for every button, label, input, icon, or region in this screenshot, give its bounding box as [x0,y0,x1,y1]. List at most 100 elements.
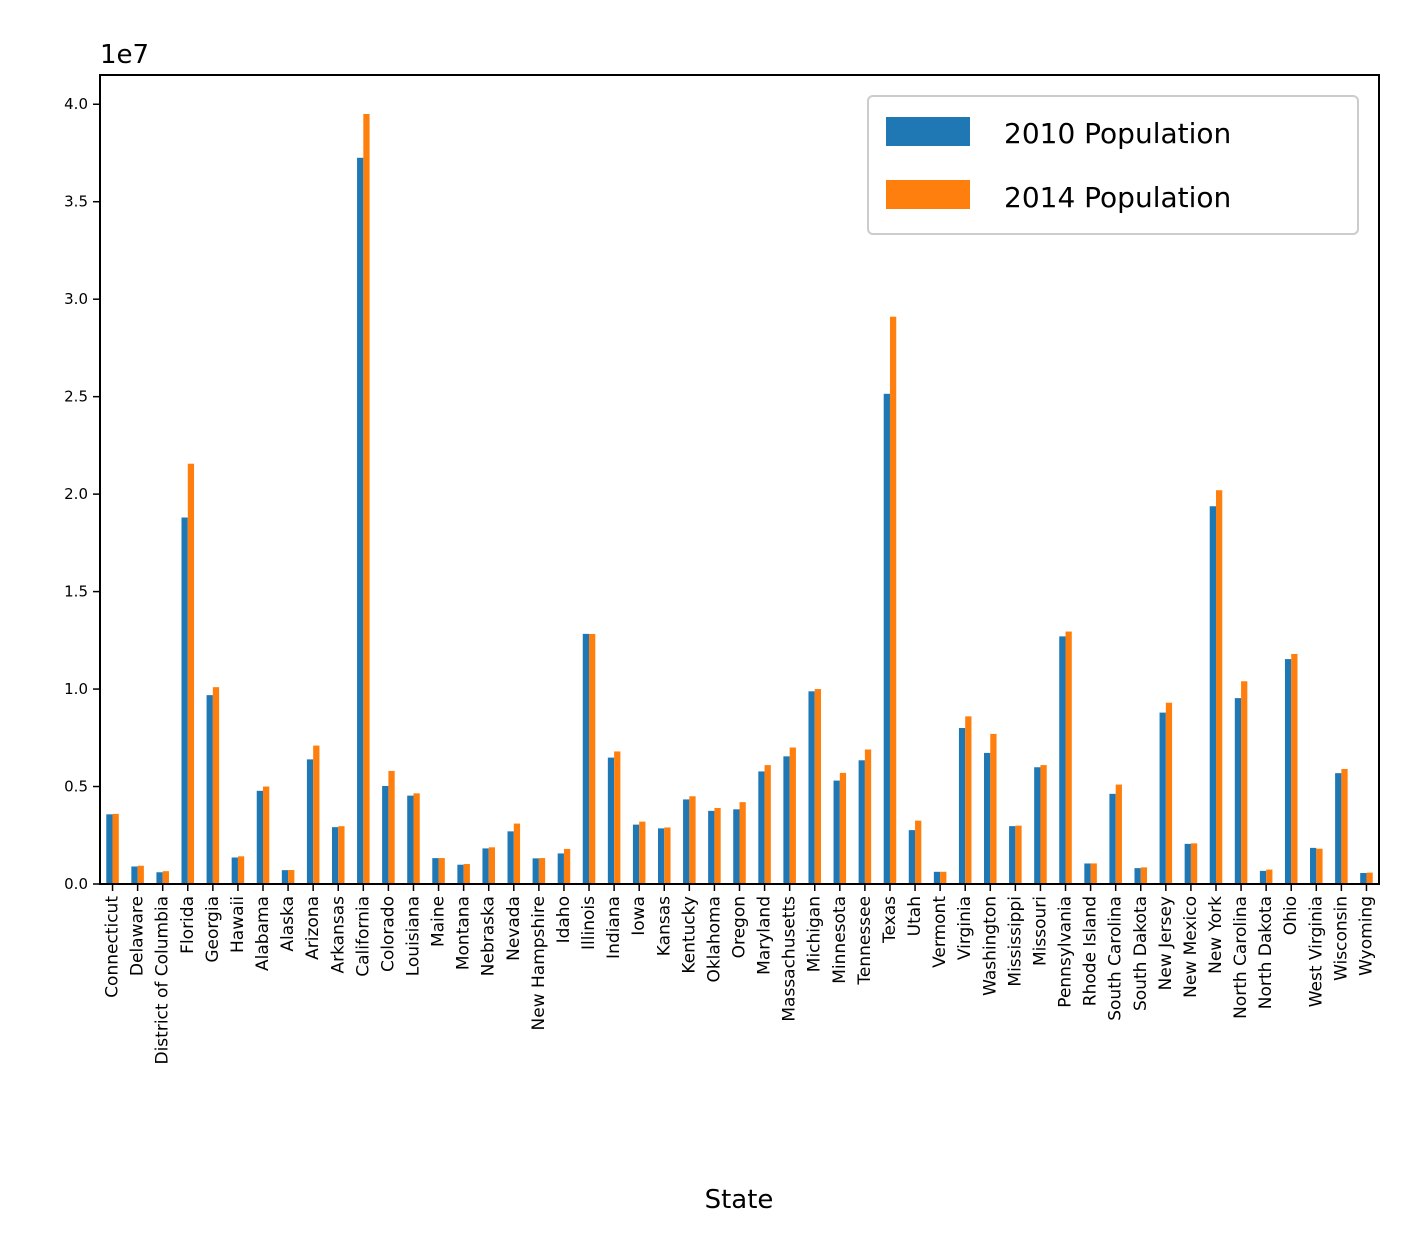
x-tick-label-alabama: Alabama [253,896,273,971]
x-tick-label-wyoming: Wyoming [1356,896,1376,976]
bar-2010-population-north-dakota [1259,870,1267,884]
bar-2010-population-alabama [256,790,264,884]
x-tick-label-north-carolina: North Carolina [1231,896,1251,1019]
bar-2010-population-south-dakota [1134,868,1141,884]
x-tick-label-north-dakota: North Dakota [1256,896,1276,1009]
bar-2014-population-montana [463,864,470,884]
y-axis: 0.0 0.5 1.0 1.5 2.0 2.5 3.0 3.5 4.0 [64,95,100,893]
x-tick-label-colorado: Colorado [378,896,398,972]
bar-2014-population-arizona [313,745,320,884]
bar-2010-population-massachusetts [783,756,790,884]
x-tick-label-kentucky: Kentucky [679,896,699,974]
y-tick-label: 1.0 [64,680,88,698]
bar-2014-population-washington [990,733,997,884]
y-tick-label: 4.0 [64,95,88,113]
x-tick-label-florida: Florida [178,896,198,954]
x-tick-label-virginia: Virginia [955,896,975,960]
x-tick-label-mississippi: Mississippi [1005,896,1025,987]
x-tick-label-iowa: Iowa [629,896,649,936]
bar-2010-population-indiana [607,757,615,884]
x-tick-label-texas: Texas [880,896,900,944]
bar-2010-population-utah [908,830,916,884]
bar-2010-population-alaska [281,870,289,884]
bar-2010-population-maine [432,858,439,884]
bar-2014-population-hawaii [237,856,245,884]
x-tick-label-nevada: Nevada [504,896,524,961]
bar-2014-population-arkansas [338,826,345,884]
bar-2014-population-vermont [940,871,947,884]
y-tick-label: 2.0 [64,485,88,503]
legend-label-2010-population: 2010 Population [1004,117,1231,150]
x-tick-label-missouri: Missouri [1030,896,1050,966]
legend: 2010 Population 2014 Population [867,95,1359,235]
x-tick-label-michigan: Michigan [805,896,825,972]
bar-2010-population-oregon [733,809,740,884]
bar-2010-population-oklahoma [708,810,715,884]
bar-2014-population-iowa [639,821,646,884]
bar-2010-population-michigan [808,691,815,884]
x-tick-label-district-of-columbia: District of Columbia [153,896,173,1065]
x-tick-label-arizona: Arizona [303,896,323,960]
bar-2014-population-pennsylvania [1065,631,1072,884]
bar-2010-population-wyoming [1360,873,1367,884]
bar-2010-population-new-york [1209,506,1216,884]
bar-2010-population-texas [883,393,890,884]
bar-2014-population-tennessee [864,749,872,884]
y-tick-label: 0.0 [64,875,88,893]
legend-box [867,95,1359,235]
bar-2010-population-nevada [507,831,514,884]
x-tick-label-new-jersey: New Jersey [1156,896,1176,990]
bar-2014-population-florida [187,463,195,884]
x-tick-label-wisconsin: Wisconsin [1331,896,1351,981]
bar-2014-population-utah [915,820,922,884]
bar-2014-population-nebraska [488,847,495,884]
x-tick-label-hawaii: Hawaii [228,896,248,953]
bar-2010-population-virginia [958,728,966,884]
bar-2010-population-mississippi [1009,826,1016,884]
bar-2014-population-connecticut [112,813,119,884]
bar-2010-population-new-jersey [1159,712,1166,884]
x-tick-label-rhode-island: Rhode Island [1081,896,1101,1006]
x-tick-label-tennessee: Tennessee [855,896,875,986]
bar-2010-population-missouri [1034,767,1041,884]
bar-2014-population-west-virginia [1316,848,1323,884]
bar-2010-population-north-carolina [1234,698,1242,884]
bar-2014-population-south-carolina [1115,784,1122,884]
bar-2010-population-pennsylvania [1059,636,1066,884]
bar-2010-population-nebraska [482,848,489,884]
bar-2010-population-minnesota [833,780,840,884]
bar-2010-population-iowa [632,824,640,884]
bar-2014-population-ohio [1291,653,1298,884]
x-tick-label-ohio: Ohio [1281,896,1301,935]
x-tick-label-vermont: Vermont [930,896,950,968]
bar-2010-population-arizona [306,759,314,884]
bar-2014-population-rhode-island [1090,863,1097,884]
bars-layer [106,113,1373,885]
x-tick-label-montana: Montana [454,896,474,970]
legend-swatch-2010-population [886,117,970,146]
bar-2014-population-virginia [965,716,972,884]
bar-2014-population-new-york [1215,490,1223,884]
bar-2014-population-missouri [1040,765,1047,884]
x-tick-label-utah: Utah [905,896,925,936]
bar-2014-population-illinois [589,633,596,884]
legend-label-2014-population: 2014 Population [1004,181,1231,214]
x-tick-label-washington: Washington [980,896,1000,996]
y-tick-label: 0.5 [64,778,88,796]
bar-2014-population-kansas [664,827,671,884]
bar-2014-population-wisconsin [1341,768,1348,884]
bar-2014-population-minnesota [839,772,847,884]
x-tick-label-oregon: Oregon [730,896,750,958]
x-tick-label-south-dakota: South Dakota [1131,896,1151,1011]
bar-2010-population-washington [984,752,991,884]
x-tick-label-kansas: Kansas [654,896,674,956]
bar-2010-population-hawaii [231,857,238,884]
bar-2010-population-rhode-island [1084,863,1091,884]
bar-2010-population-california [357,157,364,884]
bar-2014-population-north-carolina [1241,681,1248,884]
bar-2014-population-michigan [814,689,822,884]
x-tick-label-nebraska: Nebraska [479,896,499,976]
bar-2010-population-delaware [131,866,138,884]
bar-2010-population-arkansas [331,827,339,884]
bar-2010-population-wisconsin [1335,773,1342,884]
